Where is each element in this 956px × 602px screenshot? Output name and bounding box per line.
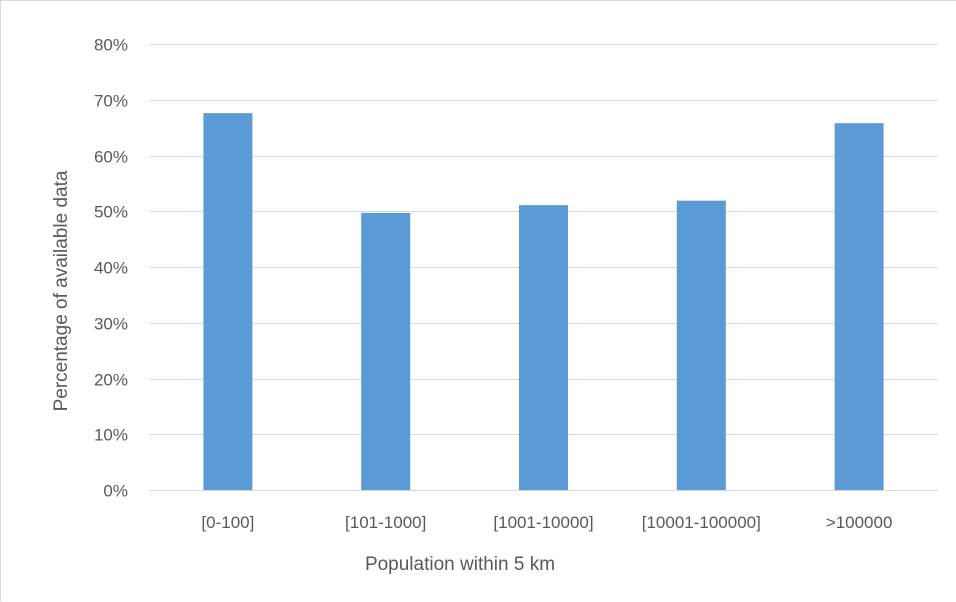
y-tick-label: 30% <box>94 315 128 334</box>
y-tick-label: 60% <box>94 148 128 167</box>
y-tick-label: 0% <box>103 482 128 501</box>
x-tick-label: [1001-10000] <box>493 513 593 532</box>
y-tick-label: 20% <box>94 371 128 390</box>
x-tick-labels: [0-100] [101-1000] [1001-10000] [10001-1000… <box>201 513 892 532</box>
x-tick-label: [0-100] <box>201 513 254 532</box>
x-tick-label: >100000 <box>826 513 893 532</box>
y-tick-label: 40% <box>94 259 128 278</box>
bar <box>361 212 411 491</box>
bars <box>203 113 884 491</box>
y-tick-labels: 0% 10% 20% 30% 40% 50% 60% 70% 80% <box>94 36 128 501</box>
bar <box>834 123 884 490</box>
bar <box>203 113 253 490</box>
y-tick-label: 80% <box>94 36 128 55</box>
y-tick-label: 70% <box>94 92 128 111</box>
x-tick-label: [101-1000] <box>345 513 426 532</box>
y-tick-label: 50% <box>94 203 128 222</box>
x-tick-label: [10001-100000] <box>642 513 761 532</box>
y-axis-title: Percentage of available data <box>51 170 72 411</box>
x-axis-title: Population within 5 km <box>365 554 555 575</box>
y-tick-label: 10% <box>94 426 128 445</box>
bar <box>519 205 568 490</box>
bar <box>676 200 726 490</box>
